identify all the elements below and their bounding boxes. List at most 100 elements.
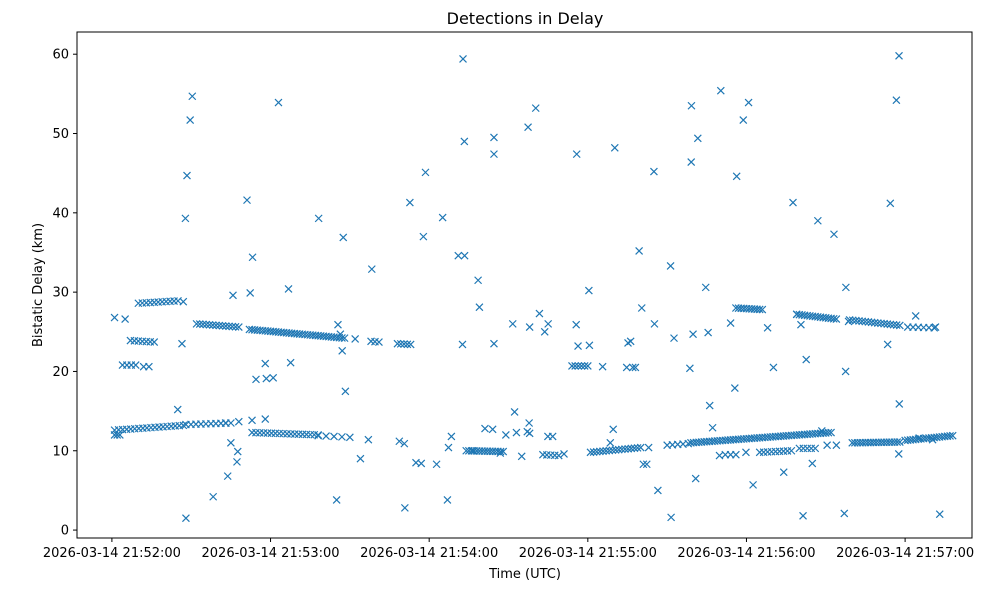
data-point-marker	[948, 431, 957, 440]
data-point-marker	[584, 286, 593, 295]
data-point-marker	[650, 167, 658, 176]
data-point-marker	[554, 451, 563, 460]
data-point-marker	[339, 233, 348, 242]
data-point-marker	[199, 320, 207, 329]
data-point-marker	[179, 421, 188, 430]
y-tick-label: 0	[61, 524, 69, 539]
data-point-marker	[787, 446, 796, 455]
data-point-marker	[286, 358, 295, 367]
data-point-marker	[744, 98, 753, 107]
y-tick-label: 60	[52, 48, 69, 63]
data-point-marker	[841, 367, 850, 376]
data-point-marker	[617, 445, 626, 454]
data-point-marker	[474, 276, 483, 285]
data-point-marker	[525, 323, 534, 331]
data-point-marker	[598, 362, 607, 371]
data-point-marker	[687, 158, 696, 166]
data-point-marker	[544, 319, 553, 328]
data-point-marker	[178, 339, 186, 348]
data-point-marker	[895, 438, 904, 446]
data-point-marker	[460, 137, 469, 146]
data-point-marker	[642, 460, 651, 469]
data-point-marker	[883, 340, 892, 349]
data-point-marker	[341, 387, 350, 396]
data-point-marker	[334, 320, 342, 329]
data-point-marker	[574, 342, 582, 350]
data-point-marker	[248, 416, 256, 425]
data-point-marker	[571, 361, 580, 370]
data-point-marker	[234, 417, 243, 426]
data-point-marker	[586, 448, 595, 457]
data-point-marker	[336, 330, 345, 339]
data-point-marker	[243, 196, 251, 205]
data-point-marker	[231, 322, 240, 331]
data-point-marker	[186, 116, 195, 124]
data-point-marker	[356, 454, 365, 463]
data-point-marker	[393, 339, 402, 348]
data-point-marker	[731, 450, 740, 459]
data-point-marker	[832, 315, 841, 324]
x-tick-label: 2026-03-14 21:57:00	[836, 546, 974, 561]
data-point-marker	[650, 319, 659, 328]
data-point-marker	[181, 214, 190, 223]
data-point-marker	[444, 443, 453, 452]
data-point-marker	[188, 92, 197, 101]
data-point-marker	[732, 172, 741, 181]
data-point-marker	[715, 451, 724, 460]
data-point-marker	[535, 309, 544, 318]
data-point-marker	[223, 472, 232, 481]
data-point-marker	[605, 446, 614, 455]
data-point-marker	[225, 322, 233, 331]
data-point-marker	[517, 452, 526, 461]
x-axis-label: Time (UTC)	[488, 567, 561, 582]
data-point-marker	[867, 318, 876, 327]
y-axis-label: Bistatic Delay (km)	[31, 223, 46, 347]
data-point-marker	[653, 486, 662, 495]
data-point-marker	[179, 297, 188, 306]
data-point-marker	[935, 510, 944, 519]
data-point-marker	[458, 340, 467, 349]
data-point-marker	[633, 443, 642, 452]
data-point-marker	[212, 321, 220, 330]
data-point-marker	[512, 428, 521, 437]
data-point-marker	[644, 443, 653, 452]
data-point-marker	[221, 322, 230, 330]
data-point-marker	[755, 305, 764, 314]
data-point-marker	[475, 303, 484, 312]
data-point-marker	[844, 317, 853, 326]
data-point-marker	[195, 320, 204, 329]
data-point-marker	[215, 321, 224, 330]
data-point-marker	[823, 441, 832, 450]
data-point-marker	[548, 432, 557, 441]
data-point-marker	[496, 449, 505, 458]
data-point-marker	[585, 341, 594, 350]
plot-area	[77, 32, 972, 538]
data-point-marker	[233, 447, 242, 456]
data-point-marker	[631, 363, 640, 372]
data-point-marker	[830, 230, 838, 239]
data-point-marker	[330, 432, 338, 441]
data-point-marker	[609, 425, 618, 434]
data-point-marker	[817, 427, 826, 435]
data-point-marker	[229, 291, 237, 300]
y-tick-label: 50	[52, 127, 69, 142]
data-point-marker	[824, 428, 833, 437]
data-point-marker	[730, 384, 739, 393]
data-point-marker	[691, 474, 700, 483]
data-point-marker	[572, 150, 581, 159]
data-point-marker	[209, 492, 218, 501]
data-point-marker	[284, 285, 293, 293]
data-point-marker	[395, 437, 404, 446]
data-point-marker	[375, 338, 383, 347]
data-point-marker	[911, 312, 920, 320]
data-point-marker	[226, 438, 235, 447]
data-point-marker	[829, 314, 838, 323]
y-tick-label: 30	[52, 286, 69, 301]
data-point-marker	[568, 361, 576, 370]
data-point-marker	[769, 363, 778, 372]
data-point-marker	[627, 444, 636, 453]
data-point-marker	[490, 339, 498, 348]
data-point-marker	[873, 319, 882, 327]
x-tick-label: 2026-03-14 21:54:00	[360, 546, 498, 561]
